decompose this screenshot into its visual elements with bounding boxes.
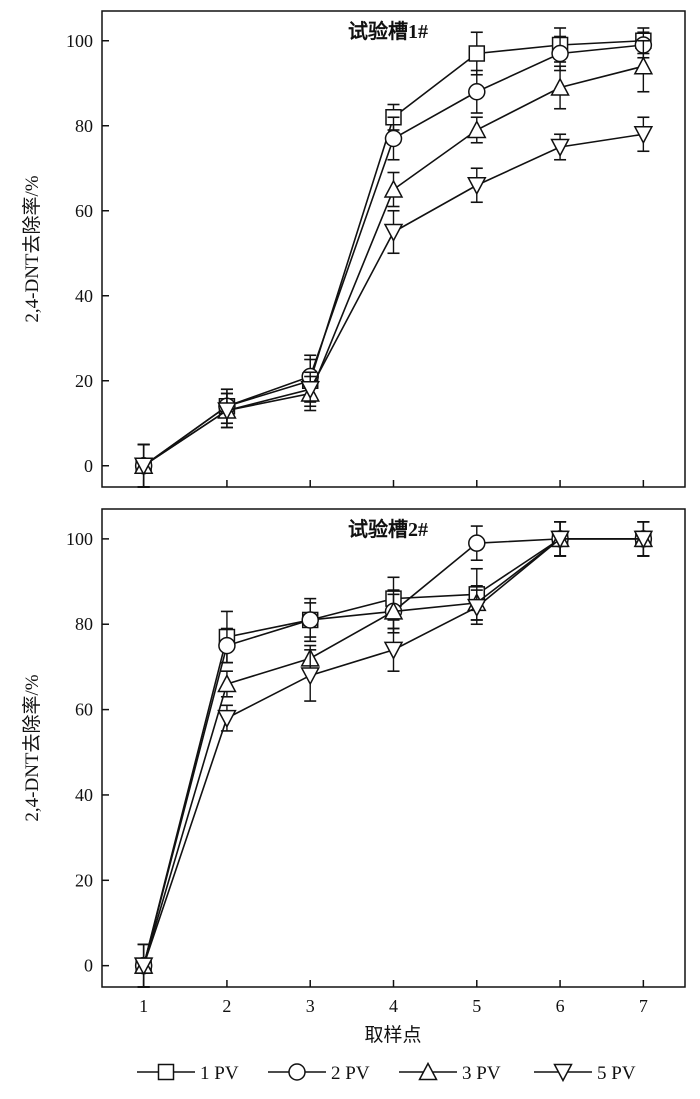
panel-title: 试验槽1# [348,19,428,43]
legend-label: 3 PV [462,1063,501,1084]
legend-item: 2 PV [268,1063,370,1084]
legend-item: 5 PV [534,1063,636,1084]
data-point [383,641,404,660]
x-tick-label: 3 [306,996,315,1016]
data-point [218,636,236,655]
x-axis-title: 取样点 [364,1024,421,1046]
legend-label: 1 PV [200,1063,239,1084]
chart-panel-bottom: 0 20 40 60 80 100 1 2 3 4 5 6 7 2,4-DNT去除率/% 试验槽2# 取样点 [21,508,686,1046]
data-point [217,673,237,693]
chart-panel-top: 0 20 40 60 80 100 2,4-DNT去除率/% 试验槽1# [21,10,686,488]
data-point [383,601,404,620]
data-point [133,457,154,476]
y-tick-label: 100 [66,31,93,51]
data-point [300,667,320,686]
y-tick-label: 40 [75,286,93,306]
data-point [133,957,154,976]
x-tick-label: 7 [639,996,648,1016]
data-point [468,45,486,62]
legend-marker [553,1063,573,1083]
legend-marker [157,1063,175,1081]
data-point [551,44,569,63]
data-point [468,534,486,552]
series-5-pv [133,521,654,988]
legend-item: 1 PV [137,1063,239,1084]
series-1-pv [135,27,652,488]
series-3-pv [133,521,654,988]
y-tick-label: 60 [75,201,93,221]
data-point [384,129,403,148]
data-point [300,381,320,400]
data-point [550,138,570,158]
data-point [301,611,319,629]
x-tick-label: 6 [556,996,565,1016]
legend-label: 5 PV [597,1063,636,1084]
y-tick-label: 0 [84,956,93,976]
y-tick-label: 40 [75,785,93,805]
data-point [383,223,404,243]
legend-label: 2 PV [331,1063,370,1084]
data-point [633,56,654,75]
data-point [467,119,487,139]
legend-marker [288,1063,306,1081]
data-point [550,530,570,549]
data-point [633,126,654,145]
data-point [550,77,570,96]
data-point [383,179,404,198]
panel-title: 试验槽2# [348,517,428,541]
data-point [633,530,654,549]
data-point [467,598,487,618]
x-tick-label: 2 [222,996,231,1016]
legend-marker [418,1061,438,1081]
data-point [467,177,487,196]
data-point [468,83,486,101]
y-tick-label: 0 [84,456,93,476]
series-5-pv [133,116,654,488]
y-tick-label: 60 [75,700,93,720]
y-axis-title: 2,4-DNT去除率/% [21,175,43,322]
y-axis-title: 2,4-DNT去除率/% [21,674,43,821]
legend-item: 3 PV [399,1061,501,1084]
legend: 1 PV 2 PV 3 PV 5 PV [137,1061,636,1084]
x-tick-label: 4 [389,996,398,1016]
y-tick-label: 80 [75,614,93,634]
x-tick-label: 5 [472,996,481,1016]
y-tick-label: 100 [66,529,93,549]
data-point [217,402,237,421]
x-tick-label: 1 [139,996,148,1016]
y-tick-label: 80 [75,116,93,136]
y-tick-label: 20 [75,371,93,391]
data-point [217,709,237,729]
y-tick-label: 20 [75,870,93,890]
